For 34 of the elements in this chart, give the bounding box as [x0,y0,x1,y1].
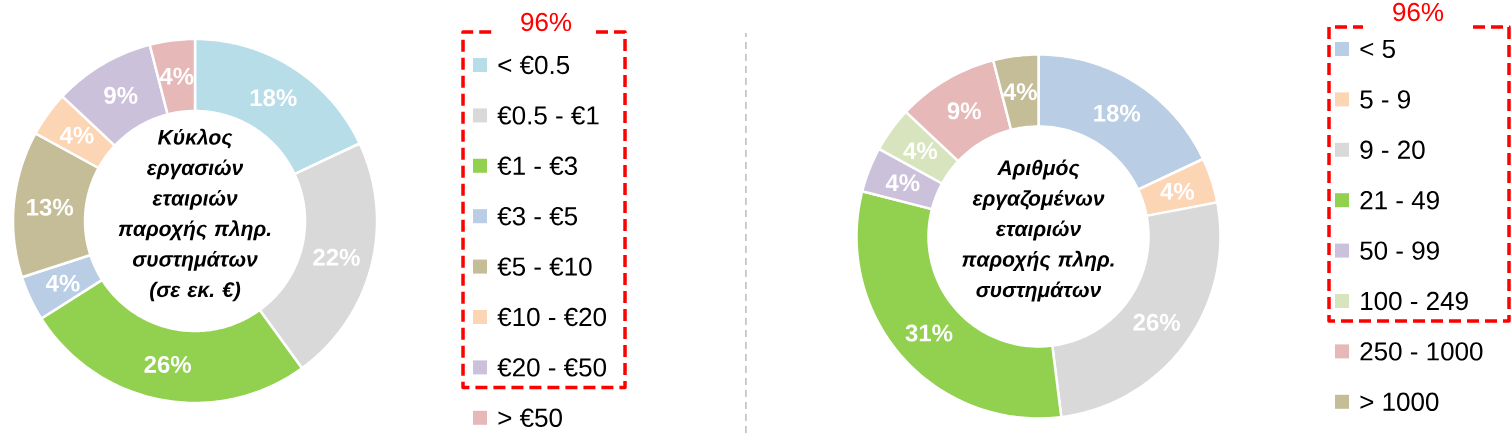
text: 96% [521,12,572,32]
data-label: 31% [905,324,953,342]
data-label: 4% [59,126,94,144]
data-label: 4% [1160,182,1195,200]
legend-label: 21 - 49 [1360,190,1439,210]
legend-label: > 1000 [1360,392,1439,411]
text: Κύκλος εργασιών εταιριών παροχής πληρ. συστημάτων (σε εκ. €) [118,128,271,302]
legend-label: 5 - 9 [1360,90,1410,109]
legend-label: €20 - €50 [497,358,607,377]
legend-label: 9 - 20 [1360,140,1425,159]
legend-label: < 5 [1360,39,1395,59]
legend-label: €3 - €5 [497,206,578,226]
legend-label: > €50 [498,408,562,427]
legend-label: €5 - €10 [497,257,592,276]
data-label: 9% [104,86,138,104]
data-label: 4% [1003,83,1037,101]
legend-label: 50 - 99 [1360,241,1439,260]
data-label: 18% [250,89,297,107]
data-label: 9% [947,102,981,120]
data-label: 4% [159,67,194,85]
data-label: 18% [1094,104,1141,122]
legend-label: €10 - €20 [497,307,607,327]
legend-label: €1 - €3 [497,156,577,175]
legend-label: < €0.5 [498,55,570,75]
text: 96% [1393,2,1444,22]
data-label: 4% [885,174,920,192]
legend-label: 250 - 1000 [1360,342,1483,361]
data-label: 26% [144,355,192,373]
data-label: 4% [45,274,80,292]
data-label: 13% [27,198,74,216]
text: Αριθμός εργαζομένων εταιριών παροχής πληρ. συστημάτων [962,159,1114,302]
legend-label: 100 - 249 [1361,291,1468,311]
data-label: 4% [903,142,938,160]
legend-label: €0.5 - €1 [497,106,599,125]
